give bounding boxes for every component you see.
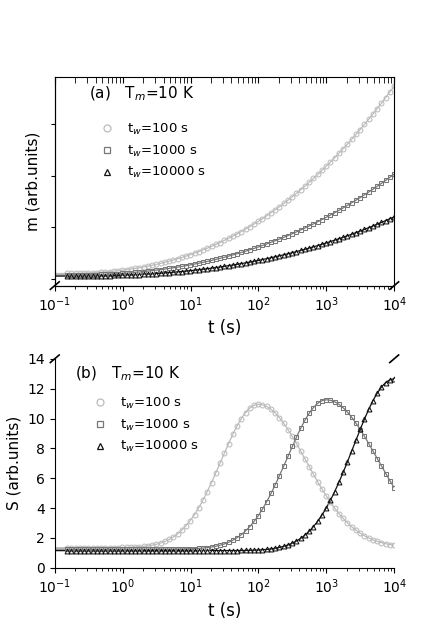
Y-axis label: m (arb.units): m (arb.units) bbox=[25, 131, 40, 231]
Legend: t$_w$=100 s, t$_w$=1000 s, t$_w$=10000 s: t$_w$=100 s, t$_w$=1000 s, t$_w$=10000 s bbox=[82, 390, 204, 459]
Y-axis label: S (arb.units): S (arb.units) bbox=[7, 416, 22, 510]
X-axis label: t (s): t (s) bbox=[208, 320, 241, 338]
Text: (a)   T$_m$=10 K: (a) T$_m$=10 K bbox=[88, 85, 194, 103]
Text: (b)   T$_m$=10 K: (b) T$_m$=10 K bbox=[75, 365, 181, 383]
Legend: t$_w$=100 s, t$_w$=1000 s, t$_w$=10000 s: t$_w$=100 s, t$_w$=1000 s, t$_w$=10000 s bbox=[88, 117, 211, 186]
X-axis label: t (s): t (s) bbox=[208, 602, 241, 619]
